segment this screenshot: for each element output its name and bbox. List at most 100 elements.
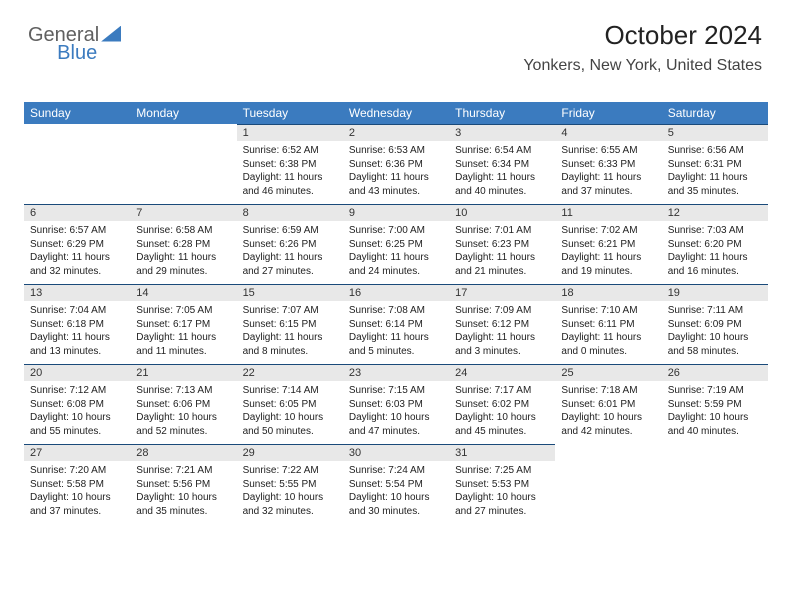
day-content: Sunrise: 7:21 AMSunset: 5:56 PMDaylight:… [130, 461, 236, 524]
day-number: 8 [237, 204, 343, 221]
daylight-line: Daylight: 11 hours and 11 minutes. [136, 331, 230, 358]
day-content: Sunrise: 6:57 AMSunset: 6:29 PMDaylight:… [24, 221, 130, 284]
day-cell: 17Sunrise: 7:09 AMSunset: 6:12 PMDayligh… [449, 284, 555, 364]
day-number: 28 [130, 444, 236, 461]
sunrise-line: Sunrise: 7:10 AM [561, 304, 655, 318]
sunrise-line: Sunrise: 7:08 AM [349, 304, 443, 318]
sunset-line: Sunset: 6:02 PM [455, 398, 549, 412]
sunrise-line: Sunrise: 7:12 AM [30, 384, 124, 398]
sunset-line: Sunset: 6:21 PM [561, 238, 655, 252]
title-block: October 2024 Yonkers, New York, United S… [523, 20, 762, 75]
day-content: Sunrise: 7:01 AMSunset: 6:23 PMDaylight:… [449, 221, 555, 284]
daylight-line: Daylight: 11 hours and 13 minutes. [30, 331, 124, 358]
day-number: 30 [343, 444, 449, 461]
sunrise-line: Sunrise: 7:18 AM [561, 384, 655, 398]
daylight-line: Daylight: 10 hours and 58 minutes. [668, 331, 762, 358]
sunset-line: Sunset: 6:06 PM [136, 398, 230, 412]
day-number: 24 [449, 364, 555, 381]
day-content: Sunrise: 7:04 AMSunset: 6:18 PMDaylight:… [24, 301, 130, 364]
daylight-line: Daylight: 10 hours and 50 minutes. [243, 411, 337, 438]
sunrise-line: Sunrise: 7:14 AM [243, 384, 337, 398]
sunrise-line: Sunrise: 7:17 AM [455, 384, 549, 398]
daylight-line: Daylight: 11 hours and 29 minutes. [136, 251, 230, 278]
day-cell: 7Sunrise: 6:58 AMSunset: 6:28 PMDaylight… [130, 204, 236, 284]
location-subtitle: Yonkers, New York, United States [523, 57, 762, 75]
day-content: Sunrise: 7:03 AMSunset: 6:20 PMDaylight:… [662, 221, 768, 284]
day-number: 25 [555, 364, 661, 381]
day-content: Sunrise: 7:08 AMSunset: 6:14 PMDaylight:… [343, 301, 449, 364]
day-number: 29 [237, 444, 343, 461]
sunrise-line: Sunrise: 7:05 AM [136, 304, 230, 318]
daylight-line: Daylight: 10 hours and 45 minutes. [455, 411, 549, 438]
day-number: 22 [237, 364, 343, 381]
daylight-line: Daylight: 11 hours and 5 minutes. [349, 331, 443, 358]
daylight-line: Daylight: 11 hours and 21 minutes. [455, 251, 549, 278]
day-cell: 16Sunrise: 7:08 AMSunset: 6:14 PMDayligh… [343, 284, 449, 364]
month-title: October 2024 [523, 20, 762, 51]
day-content [555, 461, 661, 470]
day-cell: 24 Sunrise: 7:17 AMSunset: 6:02 PMDayligh… [449, 364, 555, 444]
day-cell: 19Sunrise: 7:11 AMSunset: 6:09 PMDayligh… [662, 284, 768, 364]
sunset-line: Sunset: 5:55 PM [243, 478, 337, 492]
day-number: 17 [449, 284, 555, 301]
sunrise-line: Sunrise: 6:56 AM [668, 144, 762, 158]
day-cell: 13Sunrise: 7:04 AMSunset: 6:18 PMDayligh… [24, 284, 130, 364]
logo-text-blue: Blue [57, 42, 97, 65]
day-cell [662, 444, 768, 524]
sunrise-line: Sunrise: 6:57 AM [30, 224, 124, 238]
sunrise-line: Sunrise: 7:20 AM [30, 464, 124, 478]
weekday-header: Wednesday [343, 102, 449, 124]
day-cell: 28Sunrise: 7:21 AMSunset: 5:56 PMDayligh… [130, 444, 236, 524]
daylight-line: Daylight: 11 hours and 37 minutes. [561, 171, 655, 198]
day-number: 2 [343, 124, 449, 141]
day-cell [555, 444, 661, 524]
sunrise-line: Sunrise: 6:54 AM [455, 144, 549, 158]
week-row: 13Sunrise: 7:04 AMSunset: 6:18 PMDayligh… [24, 284, 768, 364]
day-number: 12 [662, 204, 768, 221]
sunset-line: Sunset: 5:54 PM [349, 478, 443, 492]
daylight-line: Daylight: 11 hours and 16 minutes. [668, 251, 762, 278]
daylight-line: Daylight: 11 hours and 24 minutes. [349, 251, 443, 278]
day-number: 11 [555, 204, 661, 221]
day-cell: 31Sunrise: 7:25 AMSunset: 5:53 PMDayligh… [449, 444, 555, 524]
daylight-line: Daylight: 11 hours and 27 minutes. [243, 251, 337, 278]
sunrise-line: Sunrise: 7:07 AM [243, 304, 337, 318]
day-cell: 8Sunrise: 6:59 AMSunset: 6:26 PMDaylight… [237, 204, 343, 284]
sunrise-line: Sunrise: 7:22 AM [243, 464, 337, 478]
sunset-line: Sunset: 6:09 PM [668, 318, 762, 332]
day-cell: 10Sunrise: 7:01 AMSunset: 6:23 PMDayligh… [449, 204, 555, 284]
calendar-grid: SundayMondayTuesdayWednesdayThursdayFrid… [24, 102, 768, 524]
day-number: 3 [449, 124, 555, 141]
sunset-line: Sunset: 5:59 PM [668, 398, 762, 412]
day-content: Sunrise: 6:59 AMSunset: 6:26 PMDaylight:… [237, 221, 343, 284]
day-content: Sunrise: 7:20 AMSunset: 5:58 PMDaylight:… [24, 461, 130, 524]
daylight-line: Daylight: 10 hours and 30 minutes. [349, 491, 443, 518]
sunset-line: Sunset: 6:29 PM [30, 238, 124, 252]
sunrise-line: Sunrise: 6:53 AM [349, 144, 443, 158]
sunset-line: Sunset: 5:53 PM [455, 478, 549, 492]
day-number: 7 [130, 204, 236, 221]
daylight-line: Daylight: 11 hours and 46 minutes. [243, 171, 337, 198]
day-content: Sunrise: 7:15 AMSunset: 6:03 PMDaylight:… [343, 381, 449, 444]
week-row: 6Sunrise: 6:57 AMSunset: 6:29 PMDaylight… [24, 204, 768, 284]
day-content: Sunrise: 6:56 AMSunset: 6:31 PMDaylight:… [662, 141, 768, 204]
sunrise-line: Sunrise: 7:15 AM [349, 384, 443, 398]
day-content: Sunrise: 6:54 AMSunset: 6:34 PMDaylight:… [449, 141, 555, 204]
sunset-line: Sunset: 6:23 PM [455, 238, 549, 252]
day-cell: 5Sunrise: 6:56 AMSunset: 6:31 PMDaylight… [662, 124, 768, 204]
week-row: 20Sunrise: 7:12 AMSunset: 6:08 PMDayligh… [24, 364, 768, 444]
day-cell: 29 Sunrise: 7:22 AMSunset: 5:55 PMDayligh… [237, 444, 343, 524]
day-content: Sunrise: 7:24 AMSunset: 5:54 PMDaylight:… [343, 461, 449, 524]
day-content: Sunrise: 7:11 AMSunset: 6:09 PMDaylight:… [662, 301, 768, 364]
day-cell: 20Sunrise: 7:12 AMSunset: 6:08 PMDayligh… [24, 364, 130, 444]
sunset-line: Sunset: 6:14 PM [349, 318, 443, 332]
day-content: Sunrise: 7:00 AMSunset: 6:25 PMDaylight:… [343, 221, 449, 284]
daylight-line: Daylight: 10 hours and 27 minutes. [455, 491, 549, 518]
daylight-line: Daylight: 11 hours and 32 minutes. [30, 251, 124, 278]
daylight-line: Daylight: 10 hours and 32 minutes. [243, 491, 337, 518]
daylight-line: Daylight: 11 hours and 43 minutes. [349, 171, 443, 198]
sunset-line: Sunset: 5:56 PM [136, 478, 230, 492]
daylight-line: Daylight: 10 hours and 37 minutes. [30, 491, 124, 518]
logo: General Blue [28, 24, 161, 47]
day-number: 15 [237, 284, 343, 301]
